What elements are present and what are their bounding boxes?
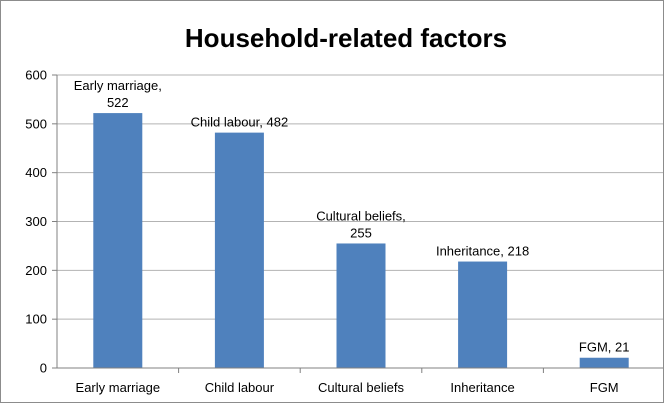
labels: 0 100 200 300 400 500 600 Early marriage Early m…: [25, 68, 629, 396]
data-label: Cultural beliefs,: [316, 208, 406, 223]
bar: [93, 113, 143, 368]
data-label: FGM, 21: [579, 340, 630, 355]
y-tick-label: 500: [25, 116, 47, 131]
data-label: 522: [107, 95, 129, 110]
data-label: 255: [350, 225, 372, 240]
gridlines: [57, 74, 663, 320]
data-label: Child labour, 482: [191, 115, 289, 130]
category-label: FGM: [590, 380, 619, 395]
axes: [52, 74, 663, 373]
y-tick-label: 200: [25, 263, 47, 278]
bar: [214, 132, 264, 368]
bars: [93, 113, 629, 368]
data-label: Inheritance, 218: [436, 244, 529, 259]
category-label: Child labour: [205, 380, 275, 395]
category-label: Early marriage: [76, 380, 161, 395]
y-tick-label: 600: [25, 68, 47, 83]
category-label: Inheritance: [450, 380, 514, 395]
bar: [458, 261, 508, 368]
y-tick-label: 400: [25, 165, 47, 180]
y-tick-label: 0: [40, 361, 47, 376]
bar: [579, 357, 629, 368]
chart-title: Household-related factors: [185, 23, 507, 53]
bar: [336, 243, 386, 368]
data-label: Early marriage,: [74, 78, 162, 93]
y-tick-label: 300: [25, 214, 47, 229]
y-tick-label: 100: [25, 312, 47, 327]
category-label: Cultural beliefs: [318, 380, 404, 395]
